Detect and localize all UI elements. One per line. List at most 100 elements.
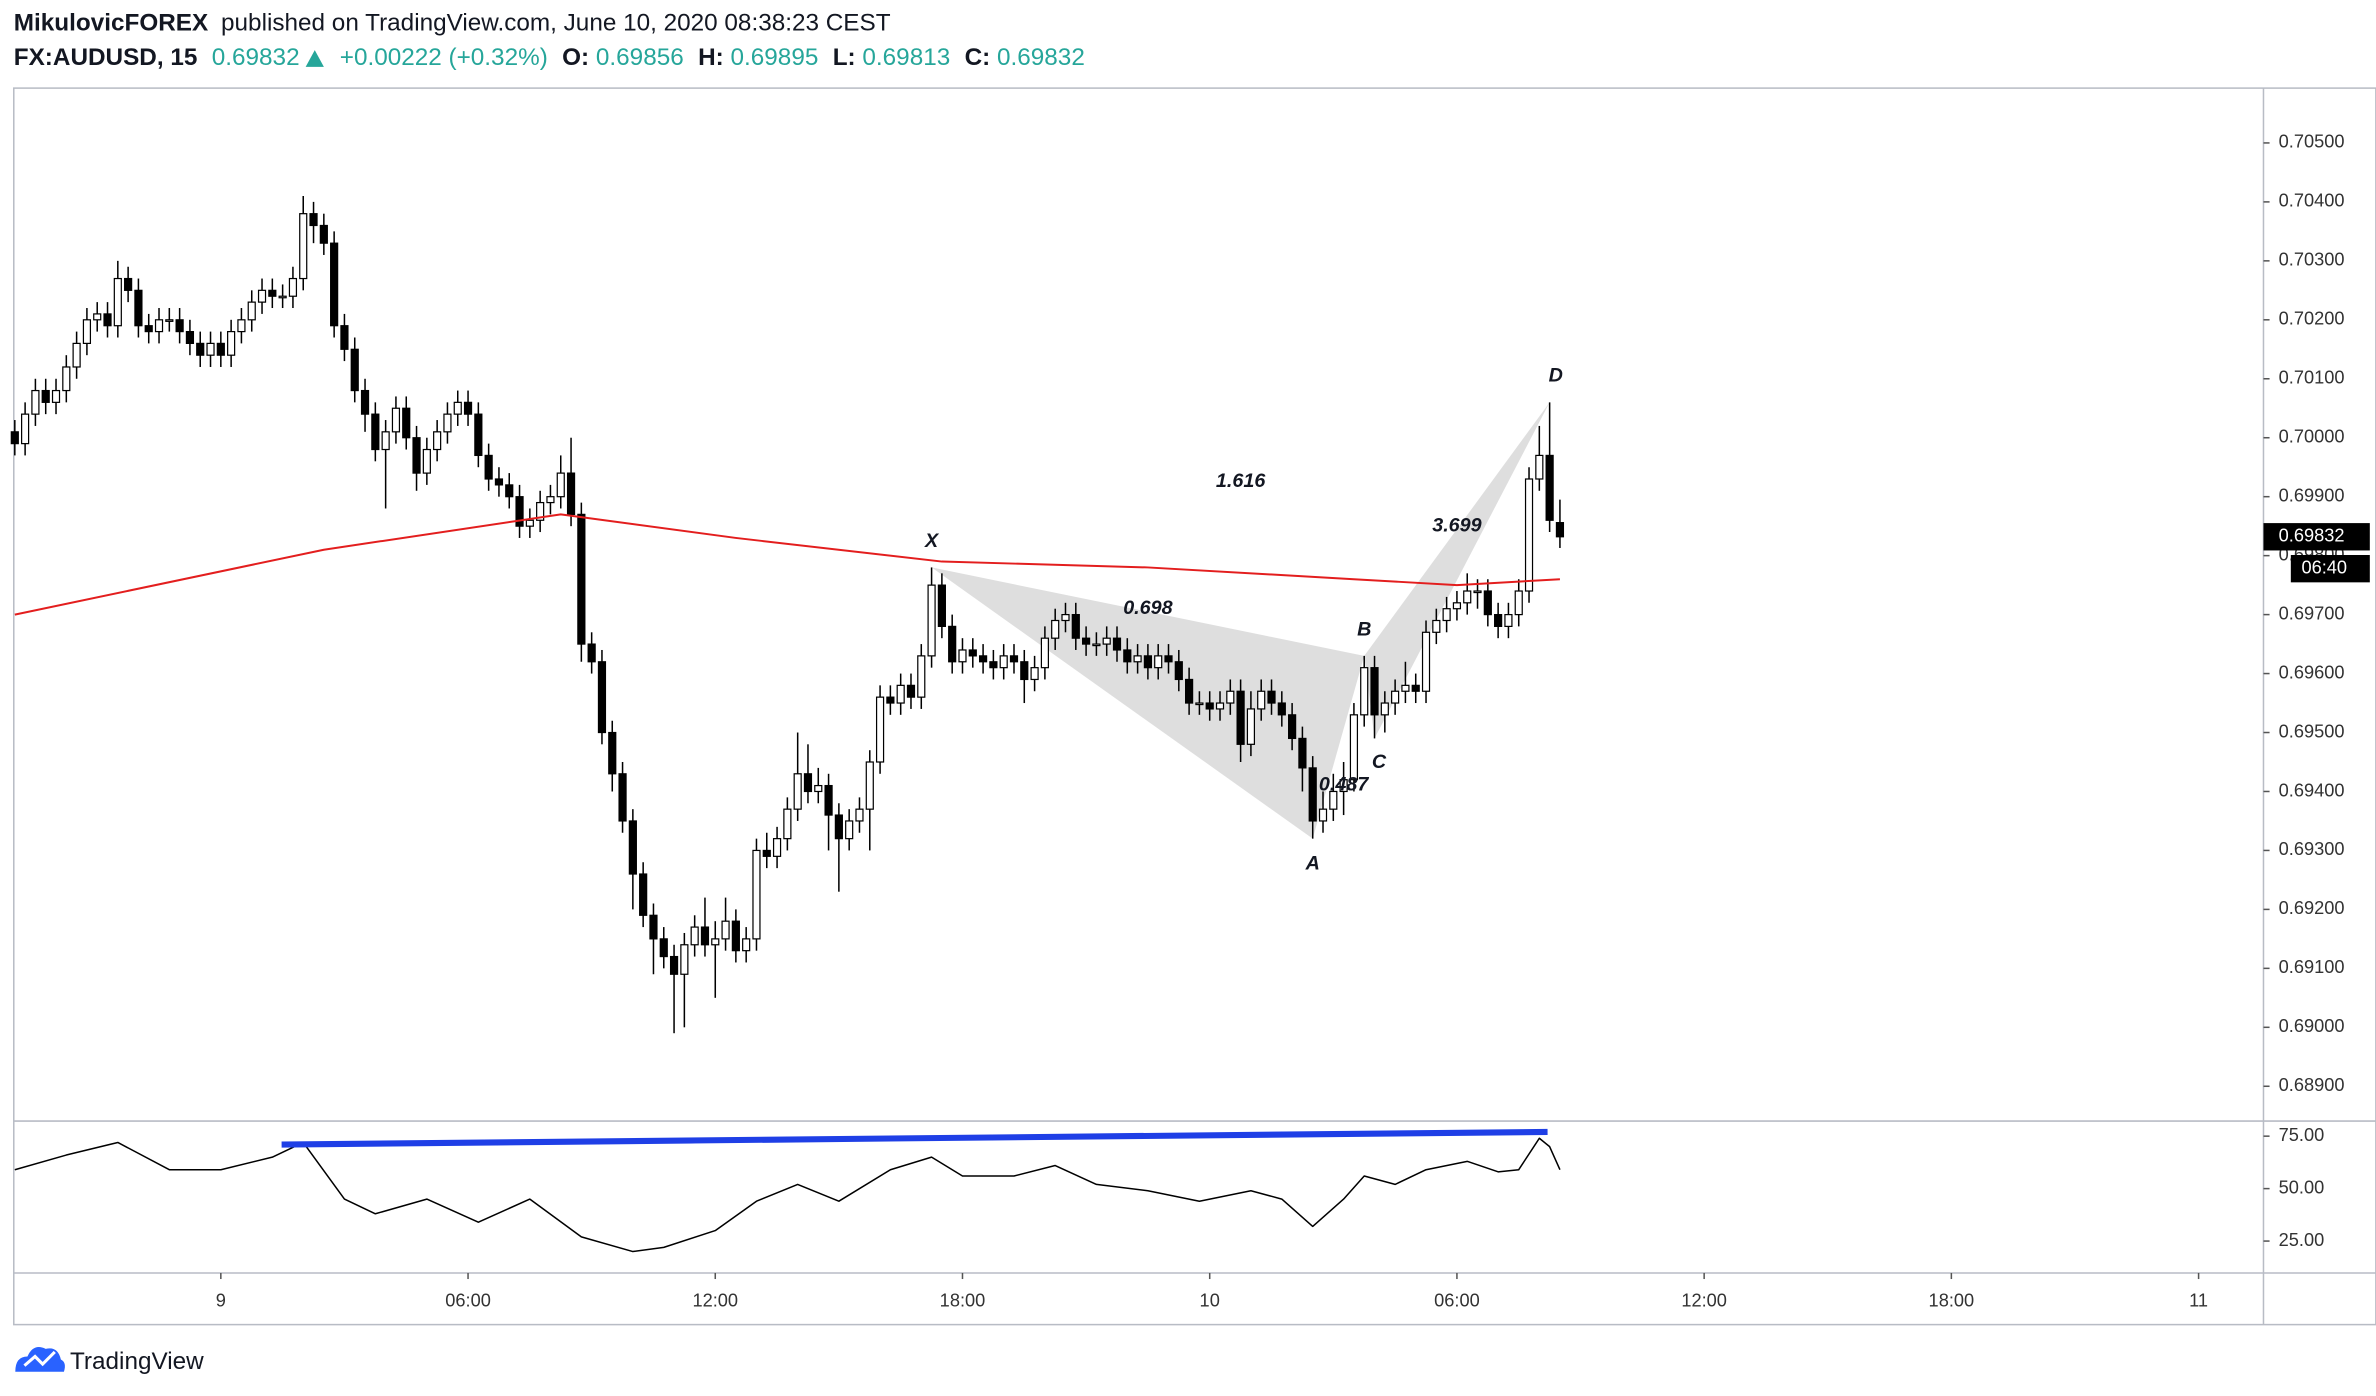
- close: 0.69832: [997, 45, 1085, 72]
- candle-body: [1185, 678, 1194, 704]
- candle-body: [51, 389, 61, 403]
- candle-body: [247, 301, 256, 321]
- candle-body: [958, 649, 967, 663]
- candle-body: [917, 655, 926, 698]
- candle-body: [1452, 602, 1462, 610]
- candle-body: [1195, 702, 1204, 706]
- candle-body: [1504, 613, 1513, 628]
- published: published on TradingView.com, June 10, 2…: [221, 10, 891, 37]
- candle-body: [1545, 454, 1554, 521]
- candle-body: [1215, 702, 1225, 710]
- y-tick-label: 0.69500: [2279, 721, 2345, 741]
- candle-body: [927, 584, 936, 657]
- candle-body: [700, 926, 710, 946]
- pattern-xab: [931, 567, 1365, 839]
- logo-icon-line: [23, 1350, 56, 1367]
- candle-body: [968, 649, 977, 657]
- y-tick-label: 75.00: [2279, 1125, 2325, 1145]
- x-tick-label: 06:00: [445, 1291, 491, 1311]
- price-tag-label: 0.69832: [2279, 526, 2345, 546]
- candle-body: [865, 761, 874, 810]
- candle-body: [546, 496, 555, 504]
- candle-body: [577, 513, 586, 645]
- candle-body: [690, 926, 699, 946]
- candle-body: [1267, 690, 1276, 704]
- candle-body: [1154, 655, 1163, 669]
- candle-body: [443, 413, 452, 433]
- candle-body: [463, 401, 473, 415]
- candle-body: [103, 313, 112, 327]
- candle-body: [978, 655, 988, 663]
- candle-body: [680, 944, 689, 975]
- candle-body: [1009, 655, 1019, 663]
- candle-body: [1133, 655, 1142, 663]
- candle-body: [350, 348, 359, 392]
- up-arrow-icon: [305, 50, 324, 67]
- candle-body: [381, 431, 390, 451]
- y-tick-label: 0.70400: [2279, 191, 2345, 211]
- pattern-point-label: X: [924, 530, 940, 552]
- candle-body: [257, 289, 267, 303]
- candle-body: [587, 643, 596, 663]
- pattern-ratio-label: 3.699: [1432, 514, 1481, 536]
- candle-body: [299, 213, 308, 280]
- candle-body: [597, 661, 607, 734]
- candle-body: [31, 389, 40, 415]
- x-tick-label: 9: [216, 1291, 226, 1311]
- x-tick-label: 11: [2189, 1291, 2208, 1311]
- candle-body: [1174, 661, 1183, 681]
- candle-body: [422, 448, 431, 474]
- y-tick-label: 0.68900: [2279, 1075, 2345, 1095]
- candle-body: [989, 661, 998, 669]
- candle-body: [711, 938, 720, 946]
- candle-body: [1432, 619, 1441, 633]
- candle-body: [1061, 613, 1070, 622]
- candle-body: [1277, 702, 1286, 716]
- logo-text: TradingView: [70, 1348, 204, 1375]
- pattern-ratio-label: 1.616: [1216, 470, 1266, 492]
- candle-body: [536, 501, 545, 521]
- y-tick-label: 50.00: [2279, 1177, 2325, 1197]
- candle-body: [453, 401, 462, 415]
- change: +0.00222 (+0.32%): [340, 45, 548, 72]
- symbol: FX:AUDUSD, 15: [14, 45, 198, 72]
- y-tick-label: 0.69100: [2279, 957, 2345, 977]
- candle-body: [1349, 714, 1359, 781]
- candle-body: [82, 319, 92, 345]
- y-tick-label: 0.69600: [2279, 662, 2345, 682]
- candle-body: [402, 407, 411, 439]
- candle-body: [1143, 655, 1153, 669]
- candle-body: [566, 472, 576, 515]
- y-tick-label: 0.69900: [2279, 485, 2345, 505]
- candle-body: [649, 914, 658, 940]
- candle-body: [1318, 808, 1328, 822]
- candle-body: [288, 277, 298, 297]
- y-tick-label: 0.70000: [2279, 427, 2345, 447]
- candle-body: [906, 684, 916, 698]
- candle-body: [1205, 702, 1214, 710]
- header-line-2: FX:AUDUSD, 15 0.69832 +0.00222 (+0.32%) …: [14, 45, 1085, 72]
- candle-body: [1483, 590, 1492, 616]
- candle-body: [154, 319, 164, 333]
- candle-body: [742, 938, 751, 952]
- candle-body: [1555, 522, 1565, 538]
- open: 0.69856: [596, 45, 684, 72]
- candle-body: [855, 808, 864, 822]
- countdown-tag: [2290, 555, 2370, 583]
- pattern-point-label: B: [1357, 618, 1371, 640]
- candle-body: [618, 773, 627, 822]
- candle-body: [1040, 637, 1049, 669]
- candle-body: [896, 684, 905, 704]
- candle-body: [144, 325, 153, 333]
- x-tick-label: 12:00: [692, 1291, 738, 1311]
- candle-body: [93, 313, 102, 321]
- candle-body: [1164, 655, 1173, 663]
- x-tick-label: 10: [1200, 1291, 1220, 1311]
- candle-body: [484, 454, 493, 480]
- candle-body: [608, 731, 617, 775]
- y-tick-label: 0.69200: [2279, 898, 2345, 918]
- y-tick-label: 0.70500: [2279, 132, 2345, 152]
- candle-body: [1360, 667, 1369, 716]
- pattern-ratio-label: 0.487: [1319, 774, 1369, 796]
